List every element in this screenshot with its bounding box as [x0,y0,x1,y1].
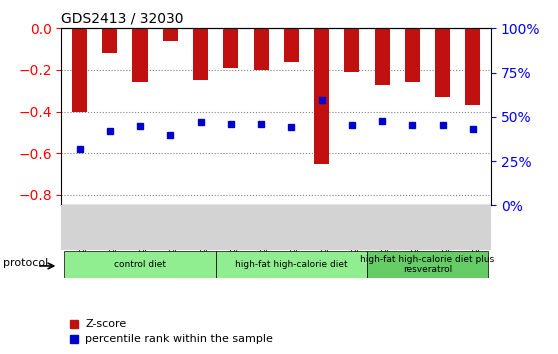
Bar [132,28,148,82]
Bar [223,28,238,68]
FancyBboxPatch shape [216,251,367,278]
Bar [344,28,359,72]
Text: GSM140966: GSM140966 [438,207,447,258]
Text: GSM140962: GSM140962 [317,207,326,258]
Text: protocol: protocol [3,258,49,268]
Text: high-fat high-calorie diet: high-fat high-calorie diet [235,260,348,269]
Text: GSM140955: GSM140955 [105,207,114,258]
Text: GSM140965: GSM140965 [408,207,417,258]
Text: Z-score: Z-score [85,319,126,329]
FancyBboxPatch shape [64,251,216,278]
Bar [72,28,87,112]
Text: GSM140959: GSM140959 [227,207,235,258]
Text: GSM140958: GSM140958 [196,207,205,258]
Text: GSM140967: GSM140967 [468,207,478,258]
Bar [253,28,268,70]
Bar [435,28,450,97]
FancyBboxPatch shape [367,251,488,278]
Text: GSM140964: GSM140964 [378,207,387,258]
Bar [193,28,208,80]
Bar [102,28,117,53]
Text: GSM140960: GSM140960 [257,207,266,258]
Bar [314,28,329,164]
Text: GSM140956: GSM140956 [136,207,145,258]
Bar [163,28,178,41]
Text: percentile rank within the sample: percentile rank within the sample [85,334,273,344]
Bar [284,28,299,62]
Text: GSM140957: GSM140957 [166,207,175,258]
Text: control diet: control diet [114,260,166,269]
Bar [465,28,480,105]
Text: high-fat high-calorie diet plus
resveratrol: high-fat high-calorie diet plus resverat… [360,255,494,274]
Bar [405,28,420,82]
Text: GSM140963: GSM140963 [347,207,357,258]
Text: GDS2413 / 32030: GDS2413 / 32030 [61,12,184,26]
Text: GSM140961: GSM140961 [287,207,296,258]
Text: GSM140954: GSM140954 [75,207,84,258]
Bar [374,28,389,85]
